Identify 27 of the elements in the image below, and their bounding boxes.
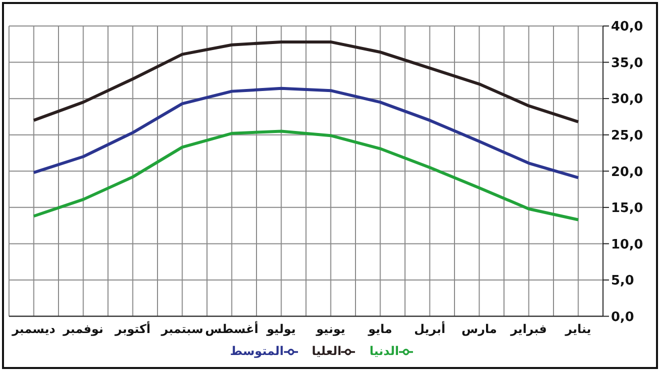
y-tick-label: 0,0 [611,310,634,325]
x-tick-label: نوفمبر [62,322,104,336]
line-series [32,130,580,222]
y-tick-label: 25,0 [611,128,644,144]
y-tick-label: 15,0 [611,201,644,216]
x-tick-label: يناير [564,322,592,336]
y-tick-label: 35,0 [611,56,644,71]
legend-label: العليا [312,344,342,358]
x-tick-label: أبريل [414,320,446,336]
legend-label: الدنيا [369,344,399,358]
x-tick-label: أكتوبر [114,320,150,336]
y-tick-label: 30,0 [611,92,644,108]
x-tick-label: مارس [462,322,497,336]
legend-label: المتوسط [230,344,284,358]
x-tick-label: أغسطس [205,320,258,336]
y-tick-label: 5,0 [611,274,634,289]
x-tick-label: يونيو [315,322,346,336]
line-series [32,86,580,180]
y-tick-label: 10,0 [611,237,644,252]
line-series [32,40,580,124]
x-tick-label: مايو [367,322,392,336]
x-tick-label: ديسمبر [11,322,56,336]
x-tick-label: سبتمبر [160,322,204,336]
x-tick-label: فبراير [510,322,547,336]
y-tick-label: 40,0 [611,20,644,35]
y-tick-label: 20,0 [611,164,644,180]
x-tick-label: يوليو [266,322,296,336]
